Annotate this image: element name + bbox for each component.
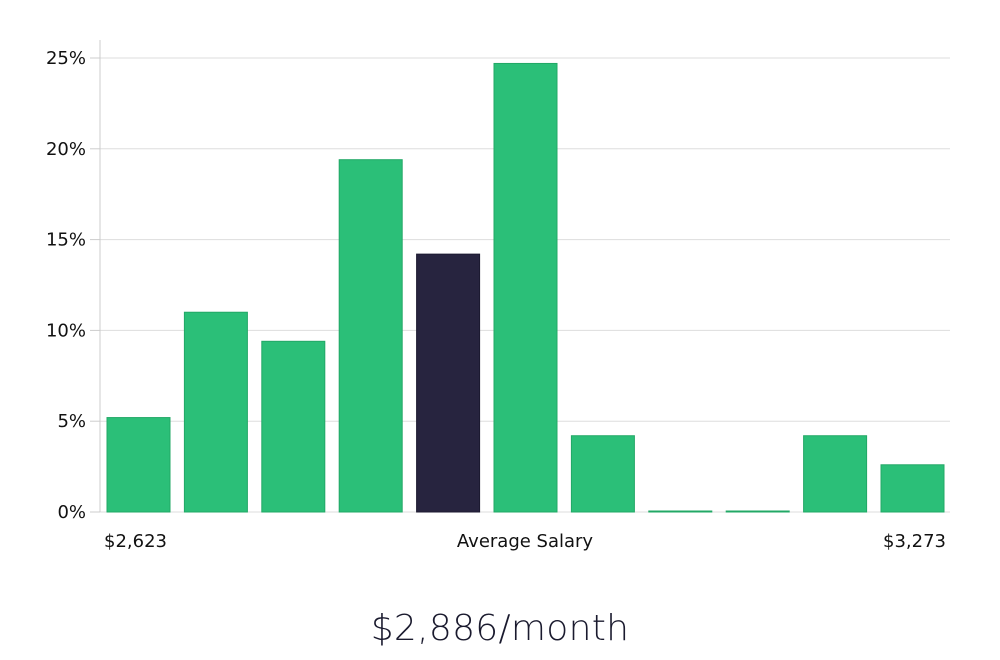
bar-average-bin	[416, 253, 481, 513]
y-axis-ticks: 0% 5% 10% 15% 20% 25%	[46, 48, 100, 523]
average-salary-value: $2,886/month	[370, 608, 630, 649]
y-tick-label: 0%	[57, 502, 86, 523]
x-axis-title: Average Salary	[457, 531, 594, 552]
bar	[106, 417, 171, 513]
bar	[803, 435, 868, 513]
x-axis-max-label: $3,273	[883, 531, 946, 552]
bar	[880, 464, 945, 513]
y-tick-label: 10%	[46, 320, 86, 341]
bar	[725, 510, 790, 513]
bars	[106, 62, 945, 513]
y-tick-label: 20%	[46, 139, 86, 160]
y-tick-label: 15%	[46, 230, 86, 251]
y-tick-label: 5%	[57, 411, 86, 432]
bar	[648, 510, 713, 513]
bar	[261, 340, 326, 513]
x-axis-min-label: $2,623	[104, 531, 167, 552]
y-tick-label: 25%	[46, 48, 86, 69]
bar	[338, 159, 403, 513]
bar	[570, 435, 635, 513]
bar	[183, 311, 248, 513]
bar	[493, 62, 558, 513]
